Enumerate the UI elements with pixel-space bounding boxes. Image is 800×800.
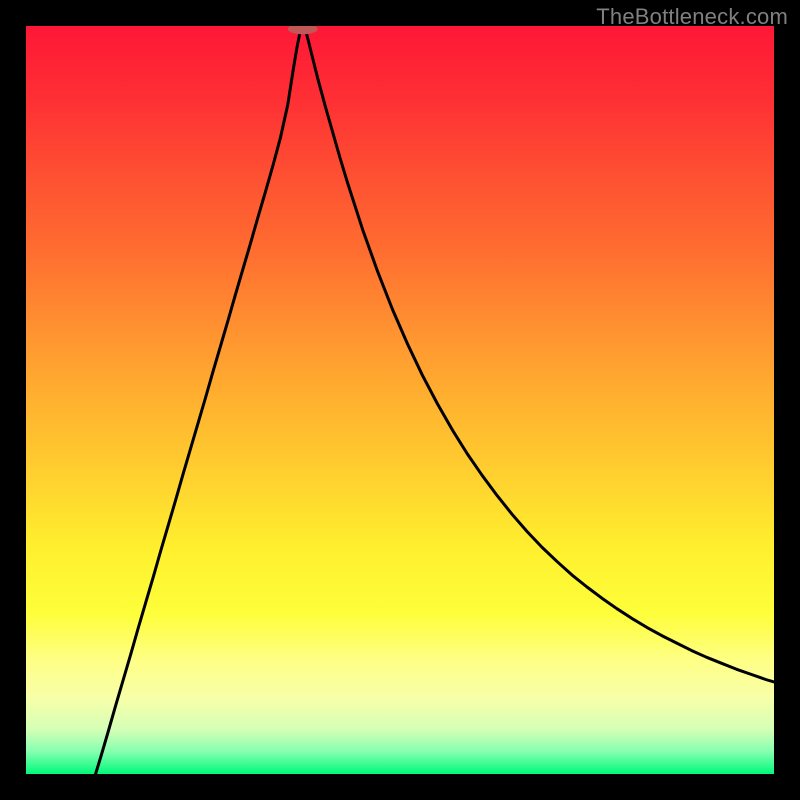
- bottleneck-chart: [26, 26, 774, 774]
- watermark-text: TheBottleneck.com: [596, 4, 788, 30]
- chart-plot-area: [26, 26, 774, 774]
- chart-background: [26, 26, 774, 774]
